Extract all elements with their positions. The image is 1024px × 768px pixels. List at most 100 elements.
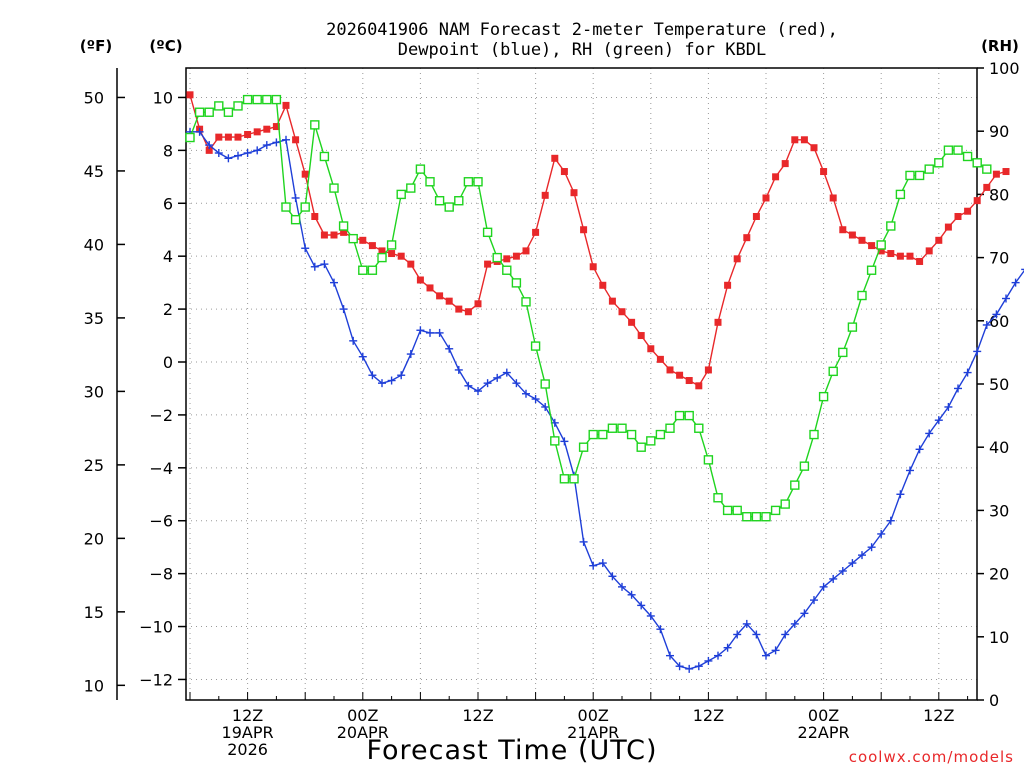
temperature-point [599,281,607,289]
celsius-axis: 10 8 6 4 2 0 −2 −4 −6 −8 −10 −12 [139,88,186,689]
temperature-point [791,136,799,144]
temperature-point [330,231,338,239]
rh-point [185,132,195,143]
dewpoint-point [589,561,598,570]
dewpoint-point [810,596,818,605]
dewpoint-point [963,368,972,377]
rh-point [886,221,896,231]
dewpoint-point [282,135,290,144]
temperature-point [973,197,981,205]
temperature-point [839,226,847,234]
dewpoint-point [262,141,271,150]
rh-point [550,436,560,446]
rh-point [799,461,810,471]
dewpoint-point [944,402,953,411]
rh-tick-label: 80 [989,185,1009,204]
celsius-unit-label: (ºC) [149,37,182,55]
rh-point [502,265,512,275]
temperature-point [935,236,943,244]
temperature-point [868,242,876,250]
temperature-point [234,133,242,141]
x-tick-label: 00Z [347,706,378,725]
dewpoint-point [579,537,588,546]
temperature-point [445,297,453,305]
temperature-point [896,252,904,260]
fahrenheit-tick-label: 15 [84,603,104,622]
dewpoint-point [406,350,415,359]
rh-point [367,265,378,275]
rh-point [818,391,829,402]
temperature-point [714,318,722,326]
dewpoint-point [397,371,406,380]
temperature-point [272,123,280,131]
gridlines [186,68,977,700]
temperature-point [186,91,194,99]
dewpoint-point [771,646,780,655]
dewpoint-point [368,371,377,380]
temperature-point [455,305,463,313]
chart-title-line2: Dewpoint (blue), RH (green) for KBDL [398,40,766,60]
temperature-point [388,250,396,258]
dewpoint-point [320,260,329,269]
rh-point [242,94,253,105]
rh-point [204,107,214,117]
temperature-point [1002,168,1010,176]
dewpoint-point [656,625,665,634]
temperature-point [474,300,482,308]
rh-tick-label: 50 [989,375,1009,394]
dewpoint-point [310,262,319,271]
dewpoint-point [704,656,713,665]
temperature-point [676,371,684,379]
temperature-point [762,194,770,202]
temperature-point [608,297,616,305]
x-tick-label: 00Z [578,706,609,725]
dewpoint-point [896,490,905,499]
dewpoint-point [214,149,223,158]
temperature-point [532,228,540,236]
temperature-point [292,136,300,144]
dewpoint-point [742,619,751,628]
dewpoint-point [598,559,607,568]
dewpoint-point [723,643,732,652]
rh-point [223,107,234,117]
rh-point [492,252,502,263]
rh-point [377,252,387,263]
rh-point [895,189,906,200]
rh-point [665,423,675,433]
dewpoint-point [358,352,367,361]
rh-point [809,429,819,440]
dewpoint-point [781,630,790,639]
celsius-tick-label: 10 [153,88,173,107]
rh-tick-label: 20 [989,565,1009,584]
dewpoint-point [560,437,569,446]
rh-tick-label: 10 [989,628,1009,647]
rh-unit-label: (RH) [981,37,1019,55]
rh-point [578,442,589,452]
temperature-point [820,168,828,176]
dewpoint-point [915,445,924,454]
rh-point [425,177,435,187]
temperature-point [656,355,664,363]
temperature-point [253,128,261,136]
x-tick-label: 12Z [923,706,954,725]
dewpoint-point [1002,294,1010,303]
rh-point [655,429,666,440]
dewpoint-point [973,347,982,356]
temperature-point [724,281,732,289]
dewpoint-point [838,566,847,575]
rh-point [598,429,608,440]
celsius-tick-label: 4 [163,247,173,266]
temperature-point [512,252,520,260]
rh-point [463,177,474,187]
rh-point [444,202,454,212]
rh-point [290,214,301,225]
rh-point [617,423,627,433]
dewpoint-point [435,328,444,337]
plot-frame [185,67,978,701]
rh-point [751,512,762,522]
fahrenheit-tick-label: 30 [84,382,104,401]
temperature-point [733,255,741,263]
celsius-tick-label: 2 [163,300,173,319]
dewpoint-point [752,630,761,639]
